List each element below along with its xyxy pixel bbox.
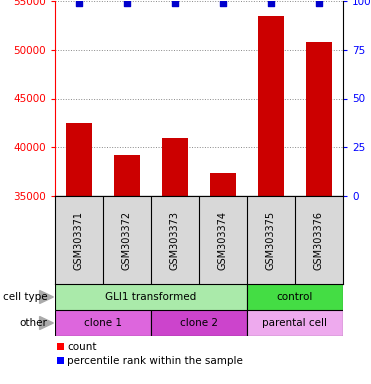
Text: parental cell: parental cell <box>263 318 328 328</box>
Bar <box>247 310 343 336</box>
Text: GLI1 transformed: GLI1 transformed <box>105 292 197 302</box>
Bar <box>114 155 140 196</box>
Polygon shape <box>40 291 53 303</box>
Point <box>172 0 178 6</box>
Text: other: other <box>20 318 47 328</box>
Text: clone 2: clone 2 <box>180 318 218 328</box>
Text: control: control <box>277 292 313 302</box>
Bar <box>258 16 284 196</box>
Text: clone 1: clone 1 <box>84 318 122 328</box>
Bar <box>151 310 247 336</box>
Bar <box>162 137 188 196</box>
Bar <box>57 357 64 364</box>
Text: GSM303372: GSM303372 <box>122 210 132 270</box>
Text: count: count <box>67 341 96 351</box>
Point <box>268 0 274 6</box>
Bar <box>55 284 247 310</box>
Bar <box>57 343 64 350</box>
Bar <box>55 310 151 336</box>
Bar <box>247 284 343 310</box>
Point <box>316 0 322 6</box>
Point <box>220 0 226 6</box>
Point <box>76 0 82 6</box>
Text: GSM303376: GSM303376 <box>314 210 324 270</box>
Polygon shape <box>40 316 53 329</box>
Text: GSM303375: GSM303375 <box>266 210 276 270</box>
Text: GSM303374: GSM303374 <box>218 210 228 270</box>
Text: GSM303371: GSM303371 <box>74 210 84 270</box>
Bar <box>306 42 332 196</box>
Text: percentile rank within the sample: percentile rank within the sample <box>67 356 243 366</box>
Text: cell type: cell type <box>3 292 47 302</box>
Bar <box>210 172 236 196</box>
Bar <box>66 123 92 196</box>
Text: GSM303373: GSM303373 <box>170 210 180 270</box>
Point <box>124 0 130 6</box>
